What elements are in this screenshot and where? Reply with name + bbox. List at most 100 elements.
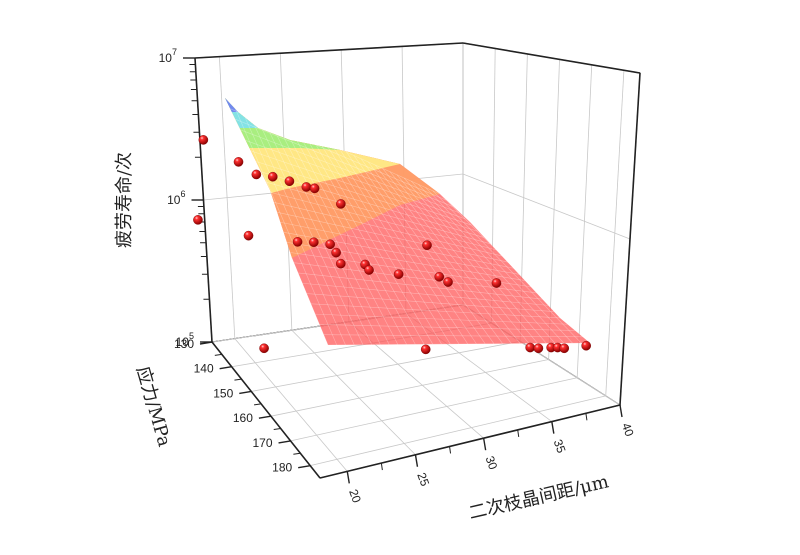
mesh-line-a-6: [250, 159, 478, 232]
floor-gridline-y-5: [310, 395, 606, 467]
y-minor-tick-0: [214, 353, 222, 356]
right-edge-line: [619, 72, 641, 406]
mesh-line-b-14: [325, 142, 451, 345]
mesh-line-a-13: [280, 231, 522, 276]
data-point-2: [251, 169, 262, 180]
x-minor-tick-1: [449, 446, 452, 454]
y-tick-label-3: 160: [233, 411, 253, 425]
y-axis-line: [211, 341, 321, 479]
data-point-21: [491, 278, 502, 288]
mesh-line-b-24: [396, 174, 538, 344]
mesh-line-b-20: [368, 161, 503, 344]
y-tick-5: [298, 464, 311, 469]
data-point-20: [443, 277, 453, 287]
mesh-line-b-27: [418, 184, 565, 344]
mesh-line-b-3: [246, 107, 355, 345]
data-point-10: [292, 237, 303, 247]
data-point-7: [336, 199, 346, 209]
data-point-1: [233, 157, 244, 167]
data-point-6: [309, 183, 320, 194]
mesh-line-a-11: [272, 210, 509, 263]
mesh-line-b-5: [260, 113, 372, 345]
x-tick-label-2: 30: [483, 454, 501, 472]
y-tick-3: [258, 415, 272, 419]
floor-gridline-y-3: [270, 359, 549, 417]
mesh-line-a-4: [242, 138, 466, 220]
floor-gridline-x-0: [234, 338, 348, 472]
mesh-line-b-19: [360, 158, 495, 344]
mesh-line-a-17: [297, 272, 547, 300]
data-point-11: [309, 237, 319, 248]
data-points: [193, 135, 591, 355]
x-tick-4: [619, 404, 623, 418]
data-point-22: [259, 343, 269, 354]
data-point-4: [284, 176, 295, 187]
y-tick-1: [219, 366, 232, 370]
z-tick-exponent-0: 5: [189, 331, 194, 341]
x-tick-label-3: 35: [551, 438, 569, 456]
x-axis-title: 二次枝晶间距/μm: [467, 471, 611, 524]
data-point-24: [525, 342, 535, 353]
x-tick-3: [551, 421, 555, 434]
y-axis-title: 应力/MPa: [132, 364, 175, 449]
mesh-line-b-26: [411, 181, 556, 344]
data-point-17: [393, 269, 404, 279]
mesh-line-b-9: [289, 126, 407, 345]
y-tick-0: [199, 341, 213, 345]
data-point-12: [325, 239, 335, 250]
y-tick-label-2: 150: [213, 386, 233, 400]
data-point-13: [331, 247, 341, 258]
mesh-line-a-18: [302, 282, 553, 307]
x-minor-tick-3: [585, 413, 588, 421]
z-tick-label-2: 107: [159, 47, 177, 65]
y-tick-label-1: 140: [194, 362, 214, 376]
data-point-5: [301, 182, 312, 192]
z-tick-exponent-2: 7: [172, 47, 177, 57]
mesh-line-b-13: [317, 139, 442, 345]
data-point-29: [581, 340, 591, 351]
x-minor-tick-0: [380, 462, 383, 471]
x-tick-label-0: 20: [346, 487, 364, 505]
mesh-line-a-16: [293, 262, 541, 294]
mesh-line-b-1: [231, 101, 338, 345]
x-axis-line: [319, 404, 621, 479]
mesh-line-b-2: [239, 104, 346, 345]
data-point-8: [193, 215, 203, 225]
y-minor-tick-4: [293, 452, 301, 455]
floor-gridline-x-1: [291, 329, 416, 456]
mesh-line-b-15: [332, 145, 460, 345]
data-point-28: [559, 343, 570, 354]
data-point-25: [533, 343, 544, 354]
x-tick-label-4: 40: [619, 421, 637, 439]
mesh-line-b-10: [296, 129, 416, 345]
data-point-0: [198, 135, 209, 145]
y-tick-2: [239, 390, 252, 395]
data-point-16: [364, 265, 374, 275]
mesh-line-a-3: [237, 128, 459, 213]
mesh-line-b-28: [425, 187, 573, 344]
top-edge-line: [194, 42, 464, 59]
data-point-14: [335, 258, 346, 269]
y-tick-label-0: 130: [174, 337, 194, 351]
data-point-23: [420, 344, 431, 355]
mesh-line-b-4: [253, 110, 364, 345]
floor-gridline-y-4: [290, 377, 578, 442]
data-point-9: [243, 230, 254, 241]
floor-gridline-y-2: [251, 340, 521, 392]
mesh-line-a-12: [276, 221, 516, 269]
y-tick-label-5: 180: [272, 461, 292, 475]
x-tick-0: [346, 471, 350, 484]
x-minor-tick-2: [517, 429, 520, 437]
mesh-line-b-6: [267, 117, 381, 345]
mesh-line-a-19: [306, 293, 559, 313]
mesh-line-a-23: [323, 334, 584, 338]
mesh-line-a-21: [315, 313, 572, 325]
z-axis-title: 疲劳寿命/次: [114, 152, 135, 248]
mesh-line-a-20: [310, 303, 566, 319]
mesh-line-b-18: [353, 155, 486, 344]
mesh-line-a-22: [319, 324, 578, 331]
mesh-line-b-12: [310, 136, 434, 345]
mesh-line-a-9: [263, 190, 497, 251]
mesh-line-b-21: [375, 165, 512, 344]
